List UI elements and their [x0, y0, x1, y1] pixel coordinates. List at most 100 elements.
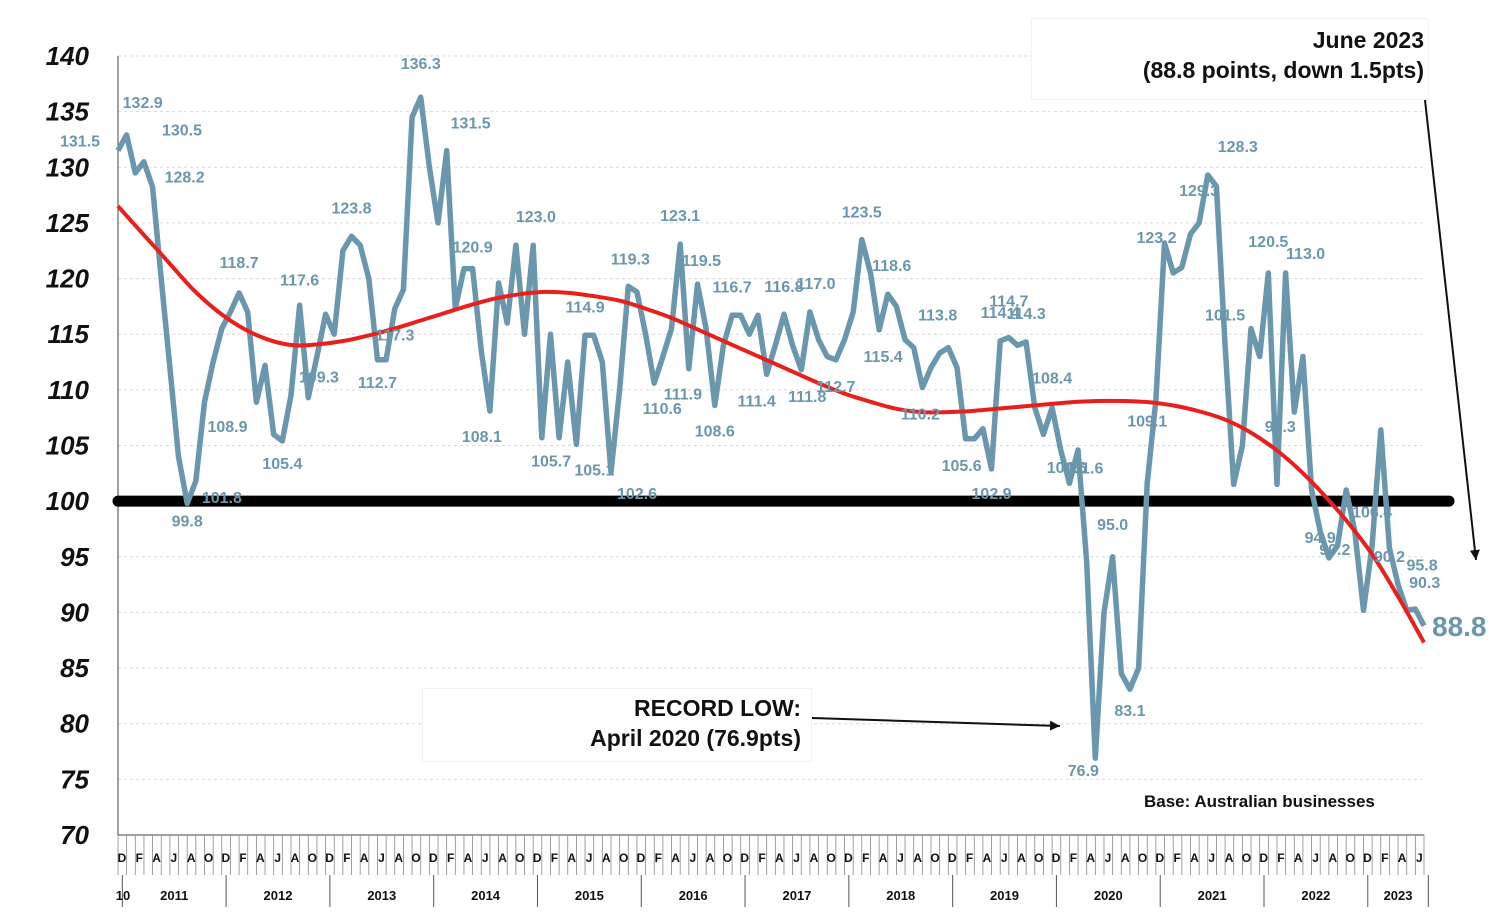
data-label: 118.7: [220, 255, 259, 272]
month-label: O: [1138, 851, 1147, 865]
data-label: 105.7: [531, 454, 571, 471]
month-label: F: [136, 851, 143, 865]
last-value-label: 88.8: [1432, 611, 1487, 642]
month-label: A: [498, 851, 507, 865]
month-label: A: [983, 851, 992, 865]
year-label: 2020: [1094, 888, 1123, 903]
data-label: 119.5: [682, 253, 721, 270]
year-label: 2013: [367, 888, 396, 903]
month-label: D: [325, 851, 334, 865]
data-label: 104.6: [1047, 460, 1087, 477]
month-label: O: [930, 851, 939, 865]
year-label: 2016: [679, 888, 708, 903]
data-label: 120.5: [1248, 234, 1288, 251]
trend-line: [116, 204, 1426, 644]
month-label: F: [551, 851, 558, 865]
month-label: A: [671, 851, 680, 865]
month-label: J: [482, 851, 489, 865]
y-axis: 70 75 80 85 90 95 100 105 110 115 120 125 130 135 140: [46, 41, 119, 850]
month-label: J: [1208, 851, 1215, 865]
month-label: A: [152, 851, 161, 865]
data-label: 105.1: [574, 462, 614, 479]
y-tick-label: 110: [48, 375, 90, 405]
data-label: 97.3: [1265, 419, 1296, 436]
data-label: 117.0: [796, 276, 835, 293]
month-label: O: [1242, 851, 1251, 865]
month-label: O: [827, 851, 836, 865]
year-label: 2017: [782, 888, 811, 903]
month-label: D: [1363, 851, 1372, 865]
month-label: A: [706, 851, 715, 865]
y-tick-label: 125: [46, 208, 90, 238]
plot-area: [112, 94, 1455, 761]
data-label: 110.2: [901, 407, 940, 424]
record-low-arrow: [811, 717, 1061, 731]
data-label: 113.8: [918, 308, 957, 325]
month-label: J: [274, 851, 281, 865]
y-tick-label: 95: [60, 542, 89, 572]
june-annotation-line1: June 2023: [1312, 27, 1424, 53]
y-tick-label: 115: [48, 319, 90, 349]
month-label: D: [118, 851, 127, 865]
month-label: D: [1259, 851, 1268, 865]
data-label: 108.9: [207, 419, 247, 436]
data-label: 129.3: [1179, 183, 1219, 200]
month-label: O: [619, 851, 628, 865]
june-annotation-line2: (88.8 points, down 1.5pts): [1142, 57, 1424, 83]
month-label: J: [1416, 851, 1423, 865]
month-label: O: [308, 851, 317, 865]
data-label: 94.9: [1305, 530, 1336, 547]
month-label: A: [1190, 851, 1199, 865]
month-label: J: [897, 851, 904, 865]
y-tick-label: 105: [46, 431, 90, 461]
month-label: J: [1001, 851, 1008, 865]
month-label: O: [1034, 851, 1043, 865]
data-label: 109.3: [299, 369, 339, 386]
y-tick-label: 120: [46, 264, 90, 294]
year-label: 2011: [160, 888, 188, 903]
year-label: 2015: [575, 888, 604, 903]
month-label: A: [810, 851, 819, 865]
month-label: D: [429, 851, 438, 865]
data-label: 132.9: [123, 95, 163, 112]
month-label: A: [464, 851, 473, 865]
data-label: 109.1: [1127, 413, 1167, 430]
data-label: 114.4: [981, 305, 1020, 322]
month-label: D: [533, 851, 542, 865]
y-tick-label: 140: [46, 41, 90, 71]
data-label: 95.8: [1406, 558, 1437, 575]
data-label: 119.3: [611, 251, 650, 268]
month-label: A: [1086, 851, 1095, 865]
y-tick-label: 75: [60, 764, 89, 794]
month-label: F: [343, 851, 350, 865]
data-label: 76.9: [1068, 763, 1099, 780]
month-label: A: [291, 851, 300, 865]
data-label: 102.9: [972, 486, 1012, 503]
data-label: 111.9: [664, 387, 702, 404]
data-label: 114.7: [989, 294, 1028, 311]
month-label: O: [723, 851, 732, 865]
data-label: 99.8: [172, 513, 203, 530]
data-label: 131.5: [451, 116, 491, 133]
data-label: 106.4: [1352, 505, 1392, 522]
year-label: 2018: [886, 888, 915, 903]
data-label: 117.6: [280, 272, 319, 289]
month-label: J: [378, 851, 385, 865]
record-low-line2: April 2020 (76.9pts): [590, 725, 801, 751]
month-label: F: [862, 851, 869, 865]
month-label: O: [1345, 851, 1354, 865]
year-label: 2014: [471, 888, 501, 903]
data-label: 123.0: [516, 209, 556, 226]
month-label: D: [844, 851, 853, 865]
month-label: F: [1174, 851, 1181, 865]
month-label: D: [1052, 851, 1061, 865]
month-label: A: [394, 851, 403, 865]
data-label: 130.5: [162, 123, 202, 140]
year-label: 10: [116, 888, 130, 903]
data-label: 101.6: [1063, 460, 1103, 477]
data-label: 112.7: [816, 379, 855, 396]
record-low-line1: RECORD LOW:: [634, 695, 801, 721]
month-label: F: [1277, 851, 1284, 865]
